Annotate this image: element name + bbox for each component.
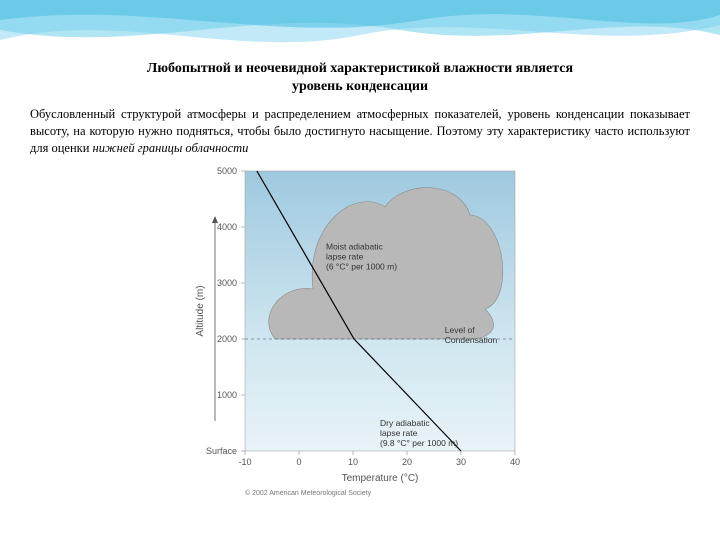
svg-text:lapse rate: lapse rate	[326, 251, 364, 261]
svg-text:Temperature (°C): Temperature (°C)	[342, 473, 419, 484]
svg-text:0: 0	[296, 457, 301, 467]
body-paragraph: Обусловленный структурой атмосферы и рас…	[30, 106, 690, 157]
svg-text:3000: 3000	[217, 278, 237, 288]
title-line-2: уровень конденсации	[292, 79, 428, 94]
svg-text:2000: 2000	[217, 334, 237, 344]
lapse-rate-chart: Surface 1000 2000 3000 4000 5000 -10 0 10 20 30 40 T…	[185, 161, 535, 501]
title-line-1: Любопытной и неочевидной характеристикой…	[147, 61, 573, 76]
svg-text:1000: 1000	[217, 390, 237, 400]
svg-text:Surface: Surface	[206, 446, 237, 456]
svg-text:(6 °C° per 1000 m): (6 °C° per 1000 m)	[326, 261, 397, 271]
svg-text:10: 10	[348, 457, 358, 467]
svg-text:Dry adiabatic: Dry adiabatic	[380, 418, 430, 428]
svg-text:(9.8 °C° per 1000 m): (9.8 °C° per 1000 m)	[380, 438, 458, 448]
svg-text:Moist adiabatic: Moist adiabatic	[326, 241, 383, 251]
svg-text:20: 20	[402, 457, 412, 467]
svg-text:Altitude (m): Altitude (m)	[195, 285, 206, 336]
svg-text:-10: -10	[238, 457, 251, 467]
svg-text:4000: 4000	[217, 222, 237, 232]
page-title: Любопытной и неочевидной характеристикой…	[30, 60, 690, 96]
svg-text:Condensation: Condensation	[445, 335, 498, 345]
para-italic: нижней границы облачности	[93, 141, 249, 155]
svg-text:Level of: Level of	[445, 325, 475, 335]
svg-text:© 2002 American Meteorological: © 2002 American Meteorological Society	[245, 489, 372, 497]
svg-text:5000: 5000	[217, 166, 237, 176]
svg-text:lapse rate: lapse rate	[380, 428, 418, 438]
svg-text:30: 30	[456, 457, 466, 467]
svg-text:40: 40	[510, 457, 520, 467]
